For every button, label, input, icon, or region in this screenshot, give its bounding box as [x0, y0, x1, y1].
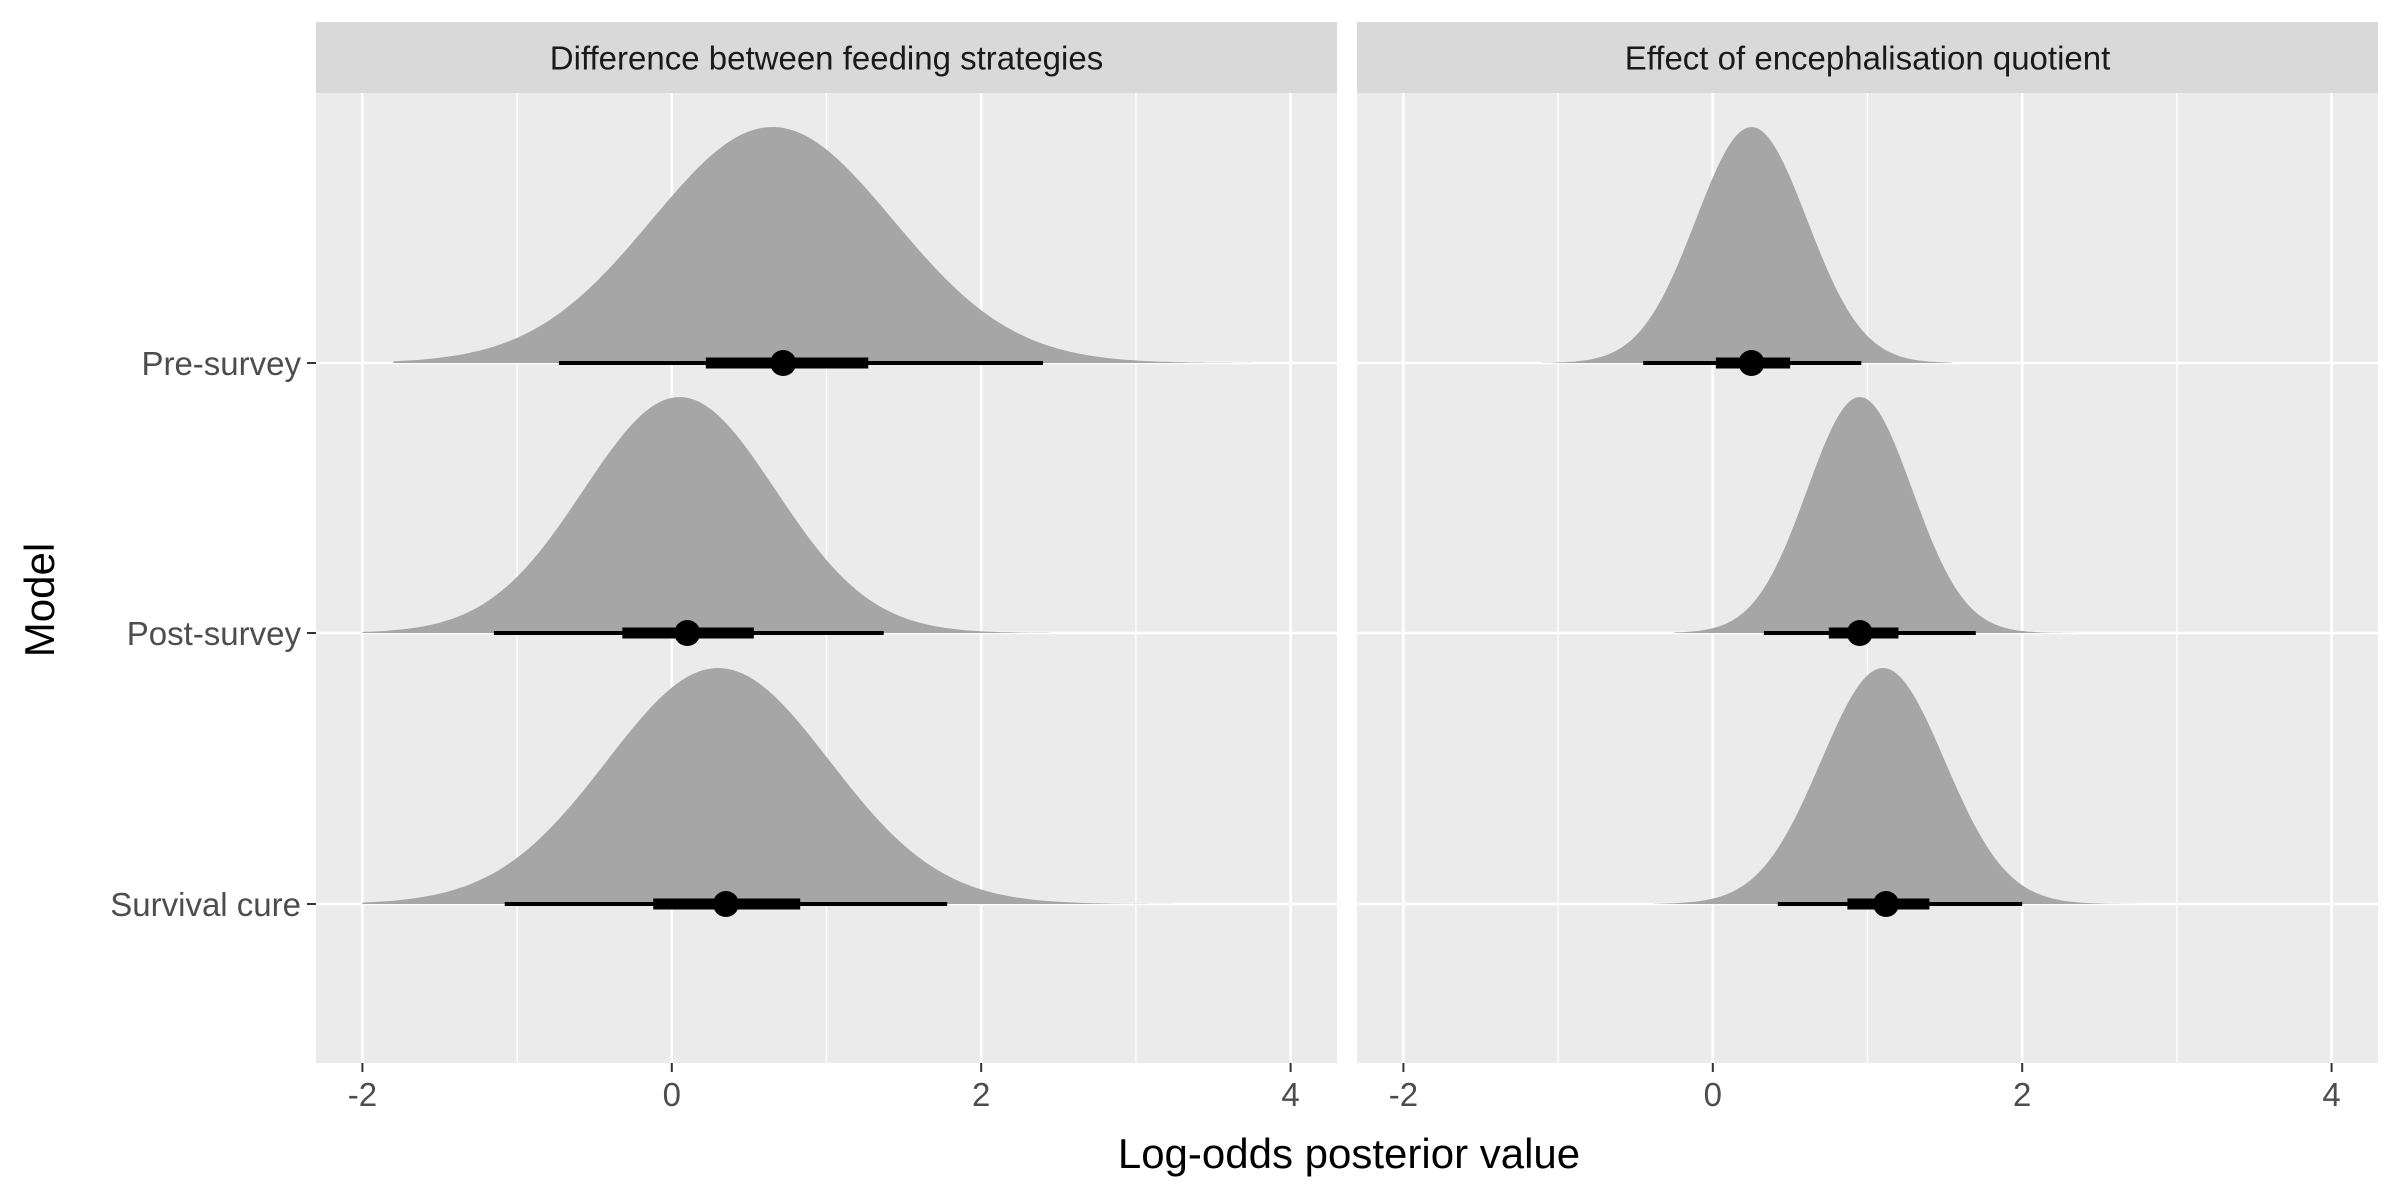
point-estimate	[712, 891, 739, 917]
density-ridge	[1674, 397, 2085, 633]
panel-title: Difference between feeding strategies	[550, 40, 1103, 77]
y-axis-title: Model	[16, 543, 63, 657]
x-tick-label: -2	[1389, 1076, 1418, 1113]
point-estimate	[770, 350, 797, 376]
point-estimate	[674, 620, 701, 646]
series-survival-cure	[362, 668, 1175, 917]
density-ridge	[1654, 668, 2201, 904]
density-ridge	[362, 397, 1051, 633]
y-tick-label: Survival cure	[110, 886, 301, 923]
series-survival-cure	[1654, 668, 2201, 917]
panel-2: Effect of encephalisation quotient -2 0 2 4	[1357, 22, 2378, 1113]
series-post-survey	[1674, 397, 2085, 646]
point-estimate	[1738, 350, 1765, 376]
panel-1: Difference between feeding strategies -2 0…	[316, 22, 1337, 1113]
x-tick-label: 0	[663, 1076, 681, 1113]
y-axis: Pre-survey Post-survey Survival cure	[110, 345, 316, 923]
series-pre-survey	[1542, 127, 1953, 376]
panel-title: Effect of encephalisation quotient	[1625, 40, 2111, 77]
point-estimate	[1846, 620, 1873, 646]
point-estimate	[1873, 891, 1900, 917]
series-pre-survey	[393, 127, 1252, 376]
density-ridge	[362, 668, 1175, 904]
density-ridge	[1542, 127, 1953, 363]
density-ridge	[393, 127, 1252, 363]
x-axis-title: Log-odds posterior value	[1118, 1130, 1580, 1177]
x-tick-label: 0	[1704, 1076, 1722, 1113]
y-tick-label: Post-survey	[127, 615, 302, 652]
x-tick-label: -2	[348, 1076, 377, 1113]
panel-strip	[316, 22, 1337, 93]
x-tick-label: 2	[972, 1076, 990, 1113]
x-tick-label: 4	[2322, 1076, 2340, 1113]
series-post-survey	[362, 397, 1051, 646]
y-tick-label: Pre-survey	[141, 345, 301, 382]
panel-strip	[1357, 22, 2378, 93]
x-tick-label: 4	[1281, 1076, 1299, 1113]
x-tick-label: 2	[2013, 1076, 2031, 1113]
